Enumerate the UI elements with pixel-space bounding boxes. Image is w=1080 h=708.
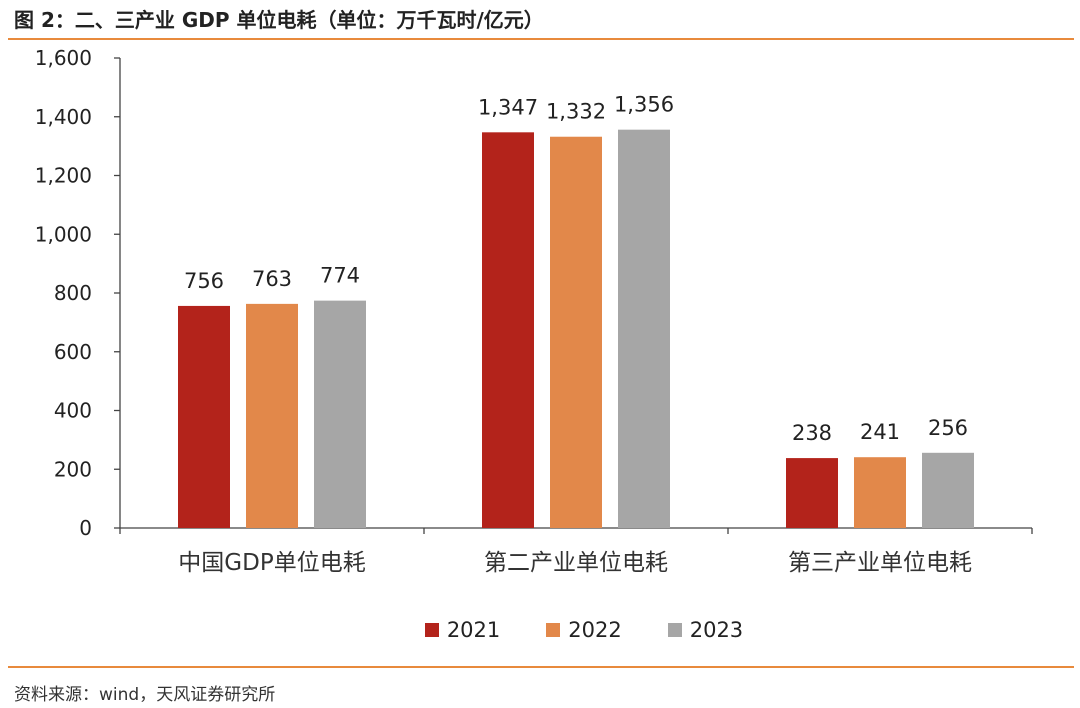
bar-2023: [314, 300, 366, 528]
y-tick-label: 400: [54, 399, 92, 423]
y-tick-label: 0: [79, 516, 92, 540]
chart-title: 图 2：二、三产业 GDP 单位电耗（单位：万千瓦时/亿元）: [14, 8, 544, 32]
data-label: 756: [184, 269, 224, 293]
legend-label-2021: 2021: [446, 618, 501, 642]
y-tick-label: 1,000: [35, 222, 92, 246]
x-category-label: 中国GDP单位电耗: [178, 550, 365, 576]
legend-item-2023: 2023: [667, 618, 744, 642]
data-label: 256: [928, 416, 968, 440]
legend-label-2022: 2022: [568, 618, 622, 642]
data-label: 238: [792, 421, 832, 445]
bar-2022: [246, 303, 298, 528]
y-tick-label: 1,400: [35, 105, 92, 129]
bar-2023: [922, 452, 974, 528]
data-label: 1,356: [614, 93, 674, 117]
bar-2021: [482, 132, 534, 528]
data-label: 1,347: [478, 95, 538, 119]
chart-legend: 2021 2022 2023: [0, 618, 1080, 642]
x-category-label: 第三产业单位电耗: [788, 550, 972, 576]
legend-item-2021: 2021: [424, 618, 501, 642]
bar-2022: [854, 457, 906, 528]
legend-swatch-2023: [667, 623, 682, 637]
data-label: 774: [320, 264, 360, 288]
x-category-label: 第二产业单位电耗: [484, 550, 668, 576]
data-label: 241: [860, 420, 900, 444]
y-tick-label: 200: [54, 457, 92, 481]
bar-2021: [178, 305, 230, 528]
data-label: 1,332: [546, 100, 606, 124]
bar-2023: [618, 129, 670, 529]
bar-2021: [786, 458, 838, 528]
footer-divider: [8, 666, 1074, 668]
y-tick-label: 1,200: [35, 164, 92, 188]
legend-item-2022: 2022: [546, 618, 622, 642]
y-tick-label: 1,600: [35, 46, 92, 70]
legend-label-2023: 2023: [689, 618, 744, 642]
bar-2022: [550, 136, 602, 528]
legend-swatch-2022: [546, 623, 561, 637]
legend-swatch-2021: [424, 623, 439, 637]
y-tick-label: 800: [54, 281, 92, 305]
title-divider: [8, 38, 1074, 40]
data-label: 763: [252, 267, 292, 291]
y-tick-label: 600: [54, 340, 92, 364]
bar-chart: 0 200 400 600 800 1,000 1,200 1,400 1,600 756 763 7…: [35, 46, 1033, 576]
source-note: 资料来源：wind，天风证券研究所: [14, 685, 276, 705]
